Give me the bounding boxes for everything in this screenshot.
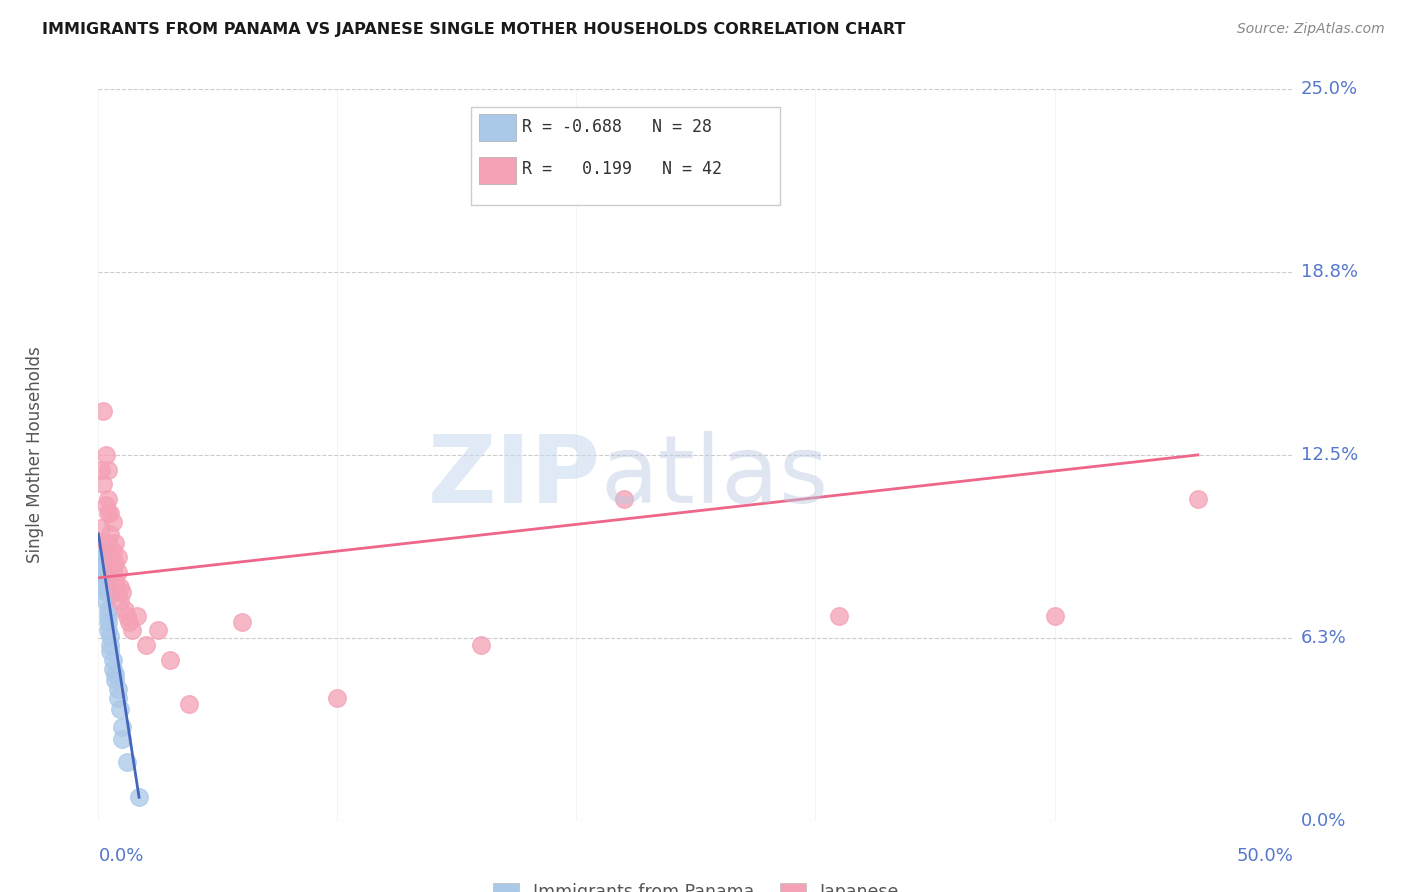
Point [125, 608, 148, 623]
Point [114, 603, 136, 617]
Point [94, 580, 117, 594]
Point [118, 615, 141, 629]
Point [104, 673, 127, 688]
Point [613, 491, 636, 506]
Point [94, 535, 117, 549]
Text: ZIP: ZIP [427, 431, 600, 523]
Point [97, 462, 120, 476]
Text: R = -0.688   N = 28: R = -0.688 N = 28 [522, 118, 711, 136]
Point [97, 535, 120, 549]
Text: 0.0%: 0.0% [98, 847, 143, 865]
Point [1187, 491, 1209, 506]
Point [104, 535, 127, 549]
Point [104, 556, 127, 570]
Point [101, 544, 124, 558]
Point [91, 556, 114, 570]
Text: 6.3%: 6.3% [1301, 629, 1347, 647]
Point [97, 608, 120, 623]
Point [104, 667, 127, 681]
Point [107, 550, 129, 565]
Point [90, 521, 112, 535]
Point [91, 477, 114, 491]
Point [94, 448, 117, 462]
Text: IMMIGRANTS FROM PANAMA VS JAPANESE SINGLE MOTHER HOUSEHOLDS CORRELATION CHART: IMMIGRANTS FROM PANAMA VS JAPANESE SINGL… [42, 22, 905, 37]
Text: 18.8%: 18.8% [1301, 263, 1358, 281]
Text: 50.0%: 50.0% [1237, 847, 1294, 865]
Point [470, 638, 492, 652]
Point [828, 608, 851, 623]
Point [97, 624, 120, 638]
Point [94, 498, 117, 512]
Text: R =   0.199   N = 42: R = 0.199 N = 42 [522, 161, 721, 178]
Point [97, 507, 120, 521]
Point [108, 580, 131, 594]
Point [101, 565, 124, 579]
Point [91, 580, 114, 594]
Point [159, 653, 181, 667]
Point [107, 565, 129, 579]
Point [98, 644, 122, 658]
Point [101, 653, 124, 667]
Point [98, 550, 122, 565]
Point [94, 594, 117, 608]
Point [90, 550, 112, 565]
Point [179, 697, 201, 711]
Point [94, 585, 117, 599]
Text: Source: ZipAtlas.com: Source: ZipAtlas.com [1237, 22, 1385, 37]
Point [121, 624, 143, 638]
Point [1043, 608, 1066, 623]
Point [128, 790, 150, 805]
Point [231, 615, 253, 629]
Point [97, 615, 120, 629]
Point [90, 562, 112, 576]
Point [108, 702, 131, 716]
Point [91, 565, 114, 579]
Point [115, 608, 138, 623]
Point [107, 681, 129, 696]
Text: 25.0%: 25.0% [1301, 80, 1358, 98]
Point [98, 507, 122, 521]
Point [97, 603, 120, 617]
Point [111, 720, 134, 734]
Point [101, 515, 124, 529]
Point [94, 571, 117, 585]
Point [115, 755, 138, 769]
Point [98, 527, 122, 541]
Legend: Immigrants from Panama, Japanese: Immigrants from Panama, Japanese [485, 876, 907, 892]
Point [91, 404, 114, 418]
Point [91, 544, 114, 558]
Point [111, 585, 134, 599]
Point [104, 574, 127, 588]
Text: Single Mother Households: Single Mother Households [27, 347, 44, 563]
Point [326, 690, 349, 705]
Point [107, 585, 129, 599]
Text: 0.0%: 0.0% [1301, 812, 1346, 830]
Point [111, 731, 134, 746]
Point [98, 638, 122, 652]
Point [97, 491, 120, 506]
Text: 12.5%: 12.5% [1301, 446, 1358, 464]
Point [90, 462, 112, 476]
Point [148, 624, 170, 638]
Point [135, 638, 157, 652]
Point [98, 629, 122, 643]
Point [101, 661, 124, 675]
Point [108, 594, 131, 608]
Text: atlas: atlas [600, 431, 828, 523]
Point [107, 690, 129, 705]
